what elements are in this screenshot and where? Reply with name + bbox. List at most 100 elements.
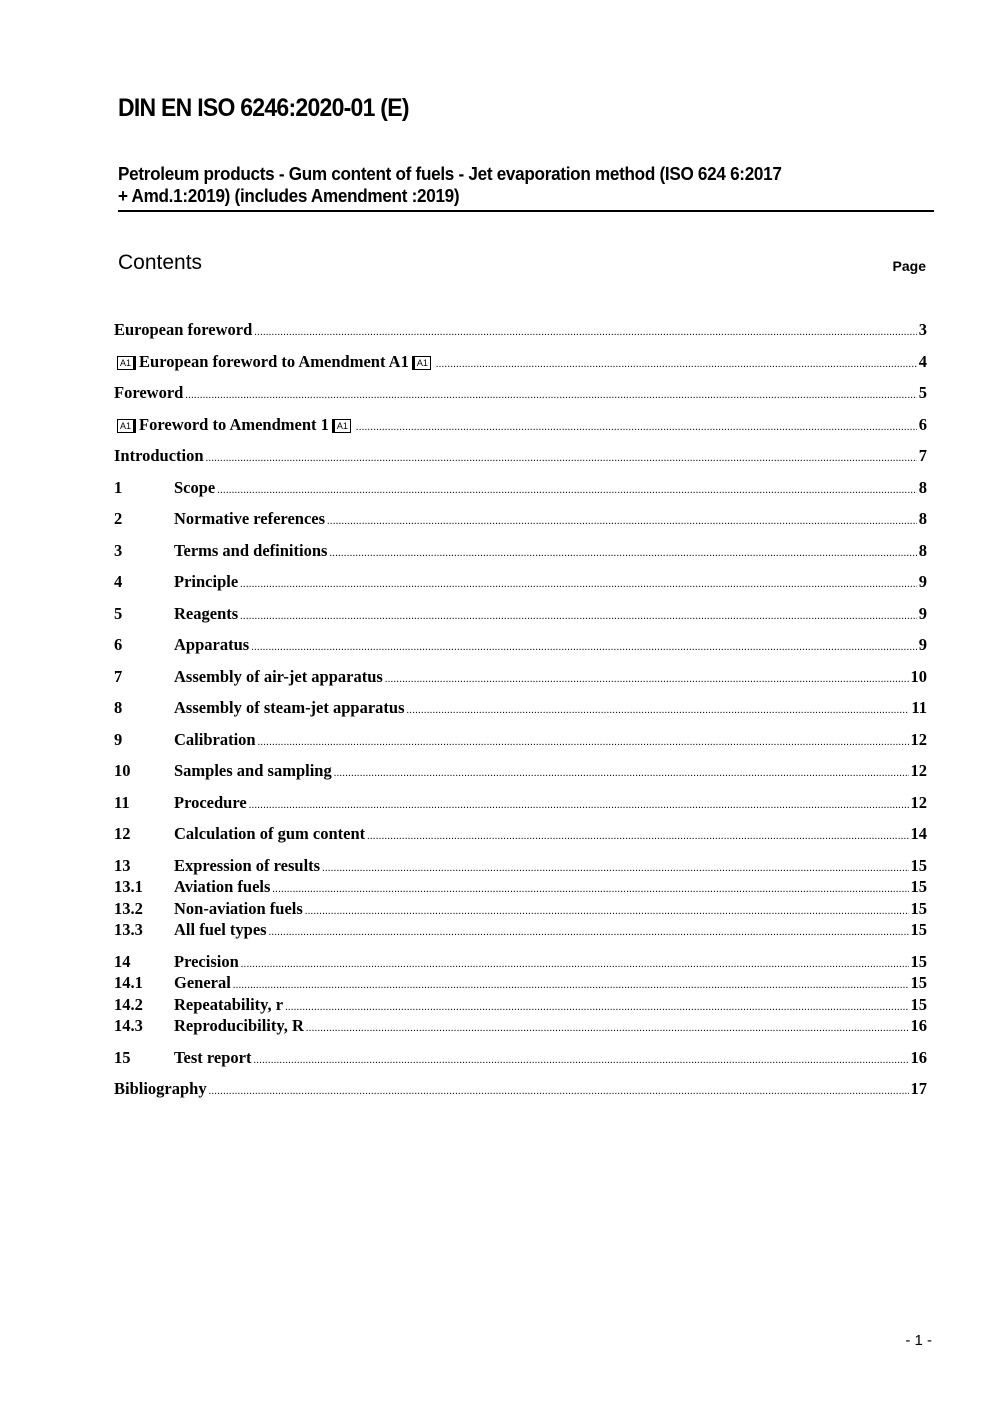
toc-entry[interactable]: 10 Samples and sampling 12 — [114, 761, 927, 781]
toc-entry-title: Bibliography — [114, 1079, 207, 1099]
toc-entry[interactable]: European foreword 3 — [114, 320, 927, 340]
dot-leader — [251, 635, 917, 655]
dot-leader — [285, 995, 908, 1015]
toc-entry-text: European foreword — [114, 320, 253, 339]
toc-entry-number: 4 — [114, 572, 123, 591]
toc-entry[interactable]: 14 Precision 15 — [114, 952, 927, 972]
toc-entry-page: 15 — [910, 877, 928, 896]
toc-entry[interactable]: 7 Assembly of air-jet apparatus 10 — [114, 667, 927, 687]
page-number: - 1 - — [905, 1332, 932, 1349]
toc-entry-page: 9 — [918, 635, 927, 654]
toc-entry-page: 15 — [910, 898, 928, 918]
toc-entry-page: 11 — [911, 698, 927, 717]
toc-entry-title: Principle — [174, 572, 238, 592]
toc-entry-page: 8 — [918, 509, 927, 528]
dot-leader — [269, 920, 909, 940]
contents-heading: Contents — [118, 251, 203, 274]
toc-entry-number: 12 — [114, 824, 131, 843]
amendment-start-marker-icon: A1 — [117, 418, 137, 433]
toc-entry-title: Scope — [174, 478, 215, 498]
toc-entry[interactable]: 13.3 All fuel types 15 — [114, 920, 927, 940]
toc-entry-text: Samples and sampling — [174, 761, 332, 780]
toc-entry[interactable]: 8 Assembly of steam-jet apparatus 11 — [114, 698, 927, 718]
toc-entry-page: 8 — [918, 540, 927, 560]
toc-entry[interactable]: 11 Procedure 12 — [114, 793, 927, 813]
toc-entry-title: Normative references — [174, 509, 325, 529]
toc-entry[interactable]: Introduction 7 — [114, 446, 927, 466]
toc-entry-title: Introduction — [114, 446, 204, 466]
toc-entry-text: All fuel types — [174, 920, 267, 939]
toc-entry-text: Foreword — [114, 383, 184, 402]
toc-entry[interactable]: Bibliography 17 — [114, 1079, 927, 1099]
toc-entry-page: 15 — [910, 855, 928, 875]
toc-entry-number: 6 — [114, 635, 123, 654]
toc-entry-text: Bibliography — [114, 1079, 207, 1098]
dot-leader — [385, 667, 909, 687]
toc-entry-number: 14 — [114, 951, 131, 971]
toc-entry-number: 9 — [114, 729, 123, 749]
dot-leader — [436, 352, 917, 372]
toc-entry-text: Foreword to Amendment 1 — [139, 414, 329, 434]
toc-entry-text: Apparatus — [174, 635, 250, 654]
toc-entry-title: All fuel types — [174, 920, 267, 940]
toc-entry-number: 5 — [114, 603, 123, 623]
toc-entry-page: 8 — [918, 477, 927, 497]
toc-entry[interactable]: 14.3 Reproducibility, R 16 — [114, 1016, 927, 1036]
amendment-end-marker-icon: A1 — [331, 418, 351, 433]
toc-entry[interactable]: 13 Expression of results 15 — [114, 856, 927, 876]
toc-entry-page: 9 — [918, 572, 927, 591]
dot-leader — [322, 856, 908, 876]
toc-entry-page: 10 — [910, 666, 928, 686]
toc-entry-page: 12 — [910, 729, 928, 749]
toc-entry[interactable]: 3 Terms and definitions 8 — [114, 541, 927, 561]
toc-entry[interactable]: 6 Apparatus 9 — [114, 635, 927, 655]
toc-entry[interactable]: 15 Test report 16 — [114, 1048, 927, 1068]
toc-entry-page: 15 — [910, 920, 928, 939]
toc-entry[interactable]: 9 Calibration 12 — [114, 730, 927, 750]
toc-entry-page: 9 — [918, 603, 927, 623]
toc-entry-text: Normative references — [174, 509, 326, 528]
toc-entry[interactable]: 12 Calculation of gum content 14 — [114, 824, 927, 844]
toc-entry-number: 13.2 — [114, 898, 143, 918]
toc-entry-number: 8 — [114, 698, 123, 717]
toc-entry-title: Repeatability, r — [174, 995, 283, 1015]
toc-entry-title: Samples and sampling — [174, 761, 332, 781]
toc-entry-text: Scope — [174, 477, 216, 497]
toc-entry[interactable]: 2 Normative references 8 — [114, 509, 927, 529]
toc-entry[interactable]: 4 Principle 9 — [114, 572, 927, 592]
toc-entry[interactable]: 13.2 Non-aviation fuels 15 — [114, 899, 927, 919]
toc-entry[interactable]: 13.1 Aviation fuels 15 — [114, 877, 927, 897]
toc-entry[interactable]: Foreword 5 — [114, 383, 927, 403]
toc-entry-text: General — [174, 973, 231, 992]
toc-entry[interactable]: 14.2 Repeatability, r 15 — [114, 995, 927, 1015]
toc-entry-number: 10 — [114, 761, 131, 780]
toc-entry-title: Procedure — [174, 793, 247, 813]
dot-leader — [209, 1079, 909, 1099]
toc-entry-title: Foreword — [114, 383, 183, 403]
dot-leader — [233, 973, 909, 993]
toc-entry-page: 15 — [910, 994, 928, 1014]
toc-entry-title: Apparatus — [174, 635, 249, 655]
page-column-label: Page — [892, 258, 926, 274]
toc-entry-number: 14.3 — [114, 1016, 143, 1035]
amendment-end-marker-icon: A1 — [411, 355, 431, 370]
subtitle-line-1: Petroleum products - Gum content of fuel… — [118, 164, 782, 184]
toc-entry-title: Calibration — [174, 730, 256, 750]
toc-entry[interactable]: 1 Scope 8 — [114, 478, 927, 498]
toc-entry-page: 15 — [910, 951, 928, 971]
toc-entry[interactable]: 14.1 General 15 — [114, 973, 927, 993]
dot-leader — [253, 1048, 908, 1068]
toc-entry[interactable]: 5 Reagents 9 — [114, 604, 927, 624]
toc-entry-title: Non-aviation fuels — [174, 899, 303, 919]
toc-entry-text: Reproducibility, R — [174, 1016, 304, 1035]
toc-entry-text: Precision — [174, 951, 239, 971]
toc-entry-text: Non-aviation fuels — [174, 898, 303, 918]
dot-leader — [327, 509, 917, 529]
dot-leader — [305, 899, 909, 919]
toc-entry-number: 14.1 — [114, 973, 143, 992]
toc-entry-page: 7 — [918, 446, 927, 465]
toc-entry-number: 13.1 — [114, 877, 143, 896]
toc-entry-title: Reagents — [174, 604, 238, 624]
